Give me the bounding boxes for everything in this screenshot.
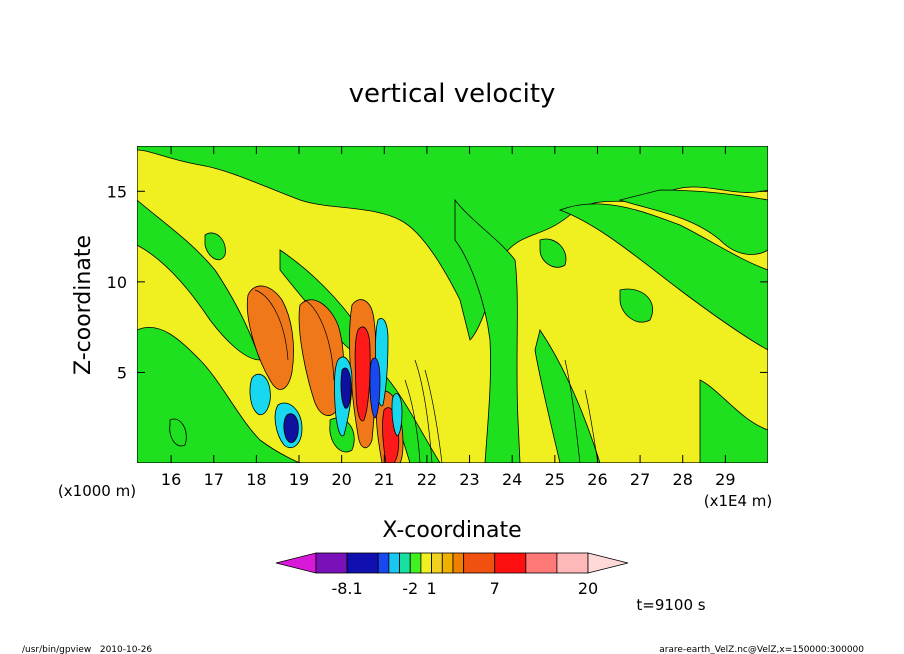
green-right-upper [618, 189, 768, 255]
colorbar-label: 1 [427, 579, 437, 598]
colorbar-cell [409, 552, 422, 574]
colorbar-cell [399, 552, 411, 574]
colorbar-cell [431, 552, 443, 574]
contour-line-6 [564, 359, 581, 463]
green-lower-right [534, 329, 601, 463]
navy-cell-2 [340, 367, 352, 409]
red-core-1 [354, 326, 371, 422]
colorbar-cell [315, 552, 348, 574]
colorbar-cell [346, 552, 379, 574]
y-tick-label: 15 [107, 182, 127, 201]
blue-cell-1 [369, 357, 381, 419]
colorbar-label: 7 [490, 579, 500, 598]
x-tick-label: 26 [587, 470, 607, 489]
colorbar-label: -2 [402, 579, 418, 598]
colorbar-cell [452, 552, 465, 574]
colorbar-cell [420, 552, 432, 574]
colorbar-label: -8.1 [331, 579, 362, 598]
footer-right: arare-earth_VelZ.nc@VelZ,x=150000:300000 [659, 645, 864, 654]
x-tick-label: 17 [204, 470, 224, 489]
green-blob-5 [169, 418, 187, 447]
x-tick-label: 16 [161, 470, 181, 489]
x-tick-label: 28 [673, 470, 693, 489]
x-tick-label: 24 [502, 470, 522, 489]
colorbar-cell [525, 552, 558, 574]
x-tick-label: 29 [715, 470, 735, 489]
colorbar-cell [377, 552, 390, 574]
footer-left: /usr/bin/gpview 2010-10-26 [22, 645, 152, 654]
colorbar-extend-high [587, 552, 629, 574]
colorbar-extend-low [275, 552, 317, 574]
y-tick-label: 10 [107, 273, 127, 292]
contour-line-3 [404, 379, 421, 463]
green-column-center [454, 198, 521, 463]
x-tick-label: 25 [545, 470, 565, 489]
contour-line-2 [304, 299, 335, 381]
colorbar-cell [388, 552, 400, 574]
colorbar-label: 20 [578, 579, 598, 598]
green-regions [137, 146, 768, 463]
contour-field [137, 146, 768, 463]
x-unit-left: (x1000 m) [58, 482, 136, 500]
contour-line-7 [584, 389, 599, 463]
cyan-cell-1 [249, 373, 271, 416]
y-axis-label: Z-coordinate [71, 235, 96, 375]
colorbar-cell [441, 552, 454, 574]
blue-regions [249, 318, 403, 449]
y-axis: 5 10 15 [107, 182, 768, 382]
chart-title: vertical velocity [349, 79, 556, 109]
x-tick-label: 23 [459, 470, 479, 489]
green-blob-1 [204, 232, 226, 261]
colorbar-labels: -8.1 -2 1 7 20 [331, 579, 598, 598]
x-tick-label: 27 [630, 470, 650, 489]
contour-lines [254, 289, 599, 463]
navy-cell-1 [283, 413, 299, 443]
green-blob-3 [619, 288, 653, 323]
contour-line-5 [424, 369, 443, 463]
cyan-cell-5 [391, 393, 403, 437]
contour-line-1 [254, 289, 289, 361]
x-axis-label: X-coordinate [382, 518, 521, 543]
green-far-right [699, 379, 768, 463]
colorbar-cell [556, 552, 589, 574]
x-axis: 16 17 18 19 20 21 22 23 24 25 26 27 28 29 [161, 146, 736, 489]
x-tick-label: 22 [417, 470, 437, 489]
green-blob-2 [539, 238, 567, 268]
y-tick-label: 5 [117, 363, 127, 382]
x-unit-right: (x1E4 m) [704, 492, 773, 510]
contour-line-4 [414, 359, 433, 463]
x-tick-label: 18 [246, 470, 266, 489]
colorbar-cell [494, 552, 527, 574]
x-tick-label: 20 [331, 470, 351, 489]
colorbar-cell [463, 552, 496, 574]
x-tick-label: 19 [289, 470, 309, 489]
time-label: t=9100 s [636, 596, 705, 614]
orange-cell-1 [246, 285, 294, 390]
colorbar [275, 552, 629, 574]
x-tick-label: 21 [374, 470, 394, 489]
